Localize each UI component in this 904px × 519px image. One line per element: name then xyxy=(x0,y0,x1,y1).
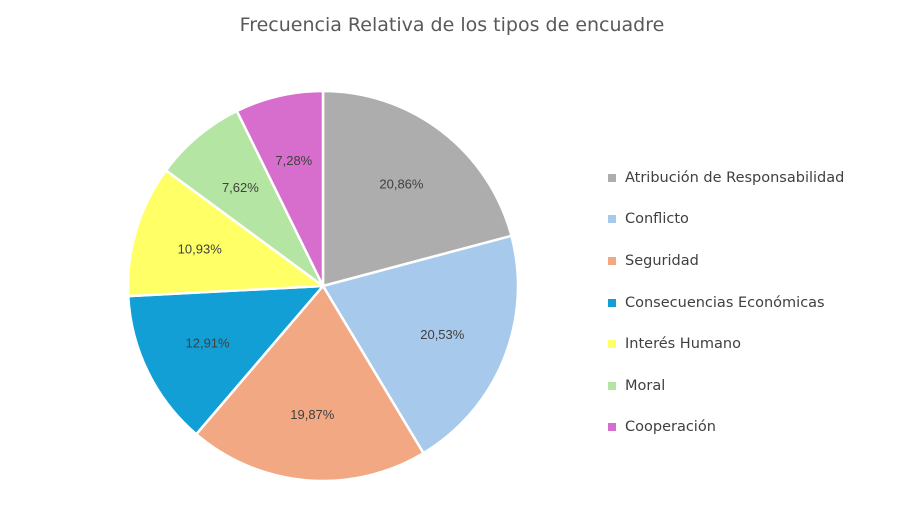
legend-item-conflicto: Conflicto xyxy=(608,199,844,241)
legend-label: Interés Humano xyxy=(625,336,741,353)
pie-slice-interes-humano xyxy=(126,169,325,298)
legend-item-atribucion-de-responsabilidad: Atribución de Responsabilidad xyxy=(608,157,844,199)
pie-slice-cooperacion xyxy=(235,89,325,288)
legend-item-interes-humano: Interés Humano xyxy=(608,323,844,365)
legend-swatch xyxy=(608,340,616,349)
pie-slice-atribucion-de-responsabilidad xyxy=(321,89,513,288)
chart-legend: Atribución de Responsabilidad Conflicto Se… xyxy=(608,157,844,448)
data-label-seguridad: 19,87% xyxy=(290,407,335,422)
legend-item-cooperacion: Cooperación xyxy=(608,407,844,449)
legend-item-moral: Moral xyxy=(608,365,844,407)
legend-label: Moral xyxy=(625,377,666,394)
legend-swatch xyxy=(608,215,616,224)
legend-item-consecuencias-economicas: Consecuencias Económicas xyxy=(608,282,844,324)
legend-swatch xyxy=(608,423,616,432)
data-label-conflicto: 20,53% xyxy=(420,327,465,342)
data-label-interes-humano: 10,93% xyxy=(178,242,223,257)
legend-swatch xyxy=(608,173,616,182)
pie-slice-consecuencias-economicas xyxy=(127,284,325,436)
legend-item-seguridad: Seguridad xyxy=(608,240,844,282)
data-label-cooperacion: 7,28% xyxy=(275,153,312,168)
pie-slice-seguridad xyxy=(195,284,425,483)
legend-label: Seguridad xyxy=(625,252,699,269)
chart-title: Frecuencia Relativa de los tipos de encu… xyxy=(239,14,665,36)
legend-label: Cooperación xyxy=(625,419,716,436)
legend-swatch xyxy=(608,381,616,390)
data-label-atribucion-de-responsabilidad: 20,86% xyxy=(379,176,424,191)
legend-label: Consecuencias Económicas xyxy=(625,294,825,311)
pie-slice-conflicto xyxy=(321,234,520,455)
legend-label: Conflicto xyxy=(625,211,689,228)
data-label-consecuencias-economicas: 12,91% xyxy=(186,335,231,350)
pie-slice-moral xyxy=(164,109,325,288)
legend-swatch xyxy=(608,256,616,265)
data-label-moral: 7,62% xyxy=(222,180,259,195)
legend-swatch xyxy=(608,298,616,307)
legend-label: Atribución de Responsabilidad xyxy=(625,169,845,186)
